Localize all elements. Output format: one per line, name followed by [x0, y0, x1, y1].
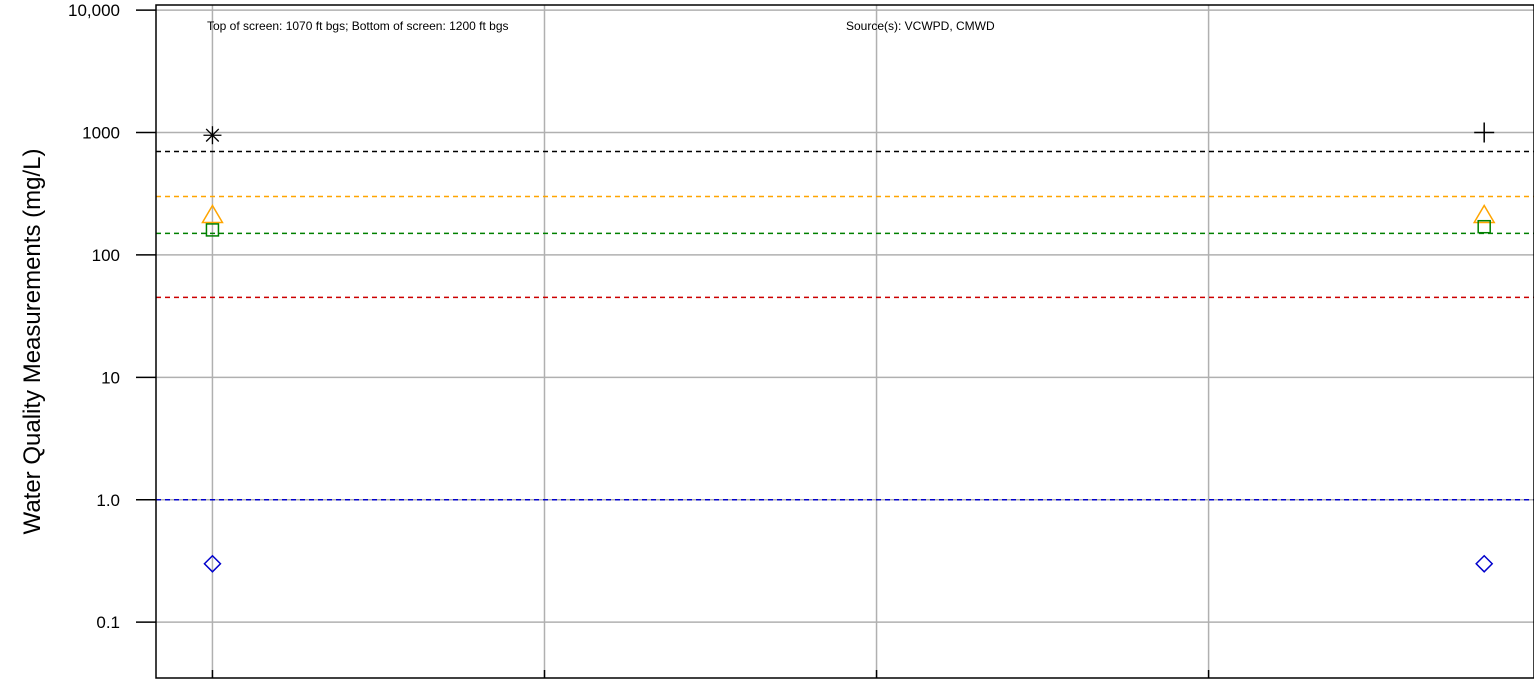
- y-tick-label: 1.0: [96, 491, 120, 510]
- triangle-marker: [201, 203, 224, 224]
- y-tick-label: 1000: [82, 123, 120, 142]
- y-tick-label: 10,000: [68, 1, 120, 20]
- square-marker: [1477, 219, 1491, 234]
- triangle-marker: [1472, 203, 1496, 224]
- diamond-marker: [1475, 554, 1494, 573]
- screen-depth-annotation: Top of screen: 1070 ft bgs; Bottom of sc…: [207, 19, 509, 33]
- diamond-marker: [203, 554, 222, 573]
- square-marker: [205, 223, 220, 237]
- plot-frame: [155, 4, 1534, 679]
- asterisk-marker: [203, 126, 222, 145]
- y-tick-label: 100: [92, 246, 120, 265]
- y-tick-label: 10: [101, 368, 120, 387]
- source-annotation: Source(s): VCWPD, CMWD: [846, 19, 995, 33]
- y-tick-label: 0.1: [96, 613, 120, 632]
- plus-marker: [1474, 122, 1495, 143]
- y-axis-label: Water Quality Measurements (mg/L): [19, 149, 46, 535]
